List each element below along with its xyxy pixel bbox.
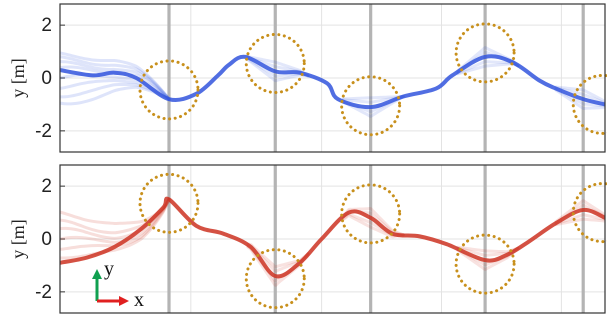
y-tick-label: -2 [35,282,52,303]
sample-trajectory [456,245,520,254]
x-direction-label: x [134,289,144,311]
highlight-circle [571,182,607,244]
mean-trajectory [60,54,605,110]
sample-trajectory [341,214,405,239]
sample-trajectory [554,213,605,226]
highlight-circle [571,73,607,135]
highlight-circle [454,22,516,84]
sample-trajectory [246,55,310,78]
y-arrowhead [92,269,102,279]
sample-trajectory [554,88,605,111]
direction-indicator: yx [92,258,144,311]
bottom-panel: 2 0 -2 y [m] [8,164,607,314]
highlight-circle [454,233,516,295]
sample-trajectory [60,197,171,225]
trajectory-group [60,196,605,287]
highlight-circle [138,59,200,121]
sample-trajectory [60,197,171,260]
sample-trajectory [60,60,171,101]
highlight-circle [244,32,306,94]
sample-trajectory [456,60,520,75]
y-axis-label: y [m] [8,58,28,98]
sample-trajectory [60,85,171,106]
sample-trajectory [554,199,605,224]
sample-trajectory [60,51,171,101]
x-arrowhead [119,296,129,306]
y-axis-label: y [m] [8,219,28,259]
sample-trajectory [60,197,171,244]
sample-trajectory [246,58,310,83]
y-tick-label: 2 [41,176,52,197]
sample-trajectory [341,95,405,118]
mean-trajectory [60,196,605,279]
highlight-circle [138,172,200,234]
sample-trajectory [554,86,605,105]
sample-trajectory [456,62,520,76]
trajectory-group [60,46,605,118]
sample-trajectory [554,85,605,103]
sample-trajectory [456,246,520,271]
plot-frame [59,164,606,314]
highlight-circle [244,248,306,310]
y-tick-label: 2 [41,15,52,36]
sample-trajectory [341,95,405,101]
sample-trajectory [60,55,171,101]
highlight-circle [340,75,402,137]
sample-trajectory [554,217,605,227]
y-tick-label: -2 [35,121,52,142]
y-tick-label: 0 [41,68,52,89]
y-tick-label: 0 [41,229,52,250]
top-panel: 2 0 -2 y [m] [8,3,607,153]
plot-frame [59,3,606,153]
sample-trajectory [341,206,405,237]
highlight-circle [340,183,402,245]
y-direction-label: y [104,258,114,280]
